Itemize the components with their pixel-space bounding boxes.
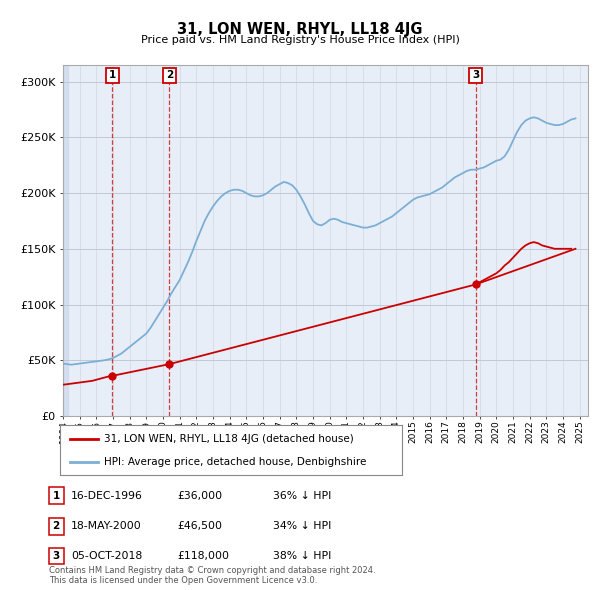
Text: 2: 2 [166, 70, 173, 80]
Text: 3: 3 [472, 70, 479, 80]
Text: 05-OCT-2018: 05-OCT-2018 [71, 551, 142, 560]
Text: Contains HM Land Registry data © Crown copyright and database right 2024.
This d: Contains HM Land Registry data © Crown c… [49, 566, 376, 585]
Text: £36,000: £36,000 [177, 491, 222, 500]
Text: 31, LON WEN, RHYL, LL18 4JG (detached house): 31, LON WEN, RHYL, LL18 4JG (detached ho… [104, 434, 354, 444]
Text: 16-DEC-1996: 16-DEC-1996 [71, 491, 143, 500]
Text: £118,000: £118,000 [177, 551, 229, 560]
Text: 38% ↓ HPI: 38% ↓ HPI [273, 551, 331, 560]
Text: HPI: Average price, detached house, Denbighshire: HPI: Average price, detached house, Denb… [104, 457, 367, 467]
Text: 1: 1 [52, 491, 60, 500]
Text: 1: 1 [109, 70, 116, 80]
Text: £46,500: £46,500 [177, 522, 222, 531]
Text: 18-MAY-2000: 18-MAY-2000 [71, 522, 142, 531]
Text: 34% ↓ HPI: 34% ↓ HPI [273, 522, 331, 531]
Text: 31, LON WEN, RHYL, LL18 4JG: 31, LON WEN, RHYL, LL18 4JG [177, 22, 423, 37]
Text: 3: 3 [52, 551, 60, 560]
Bar [63, 65, 68, 416]
Text: 36% ↓ HPI: 36% ↓ HPI [273, 491, 331, 500]
Text: 2: 2 [52, 522, 60, 531]
Text: Price paid vs. HM Land Registry's House Price Index (HPI): Price paid vs. HM Land Registry's House … [140, 35, 460, 45]
